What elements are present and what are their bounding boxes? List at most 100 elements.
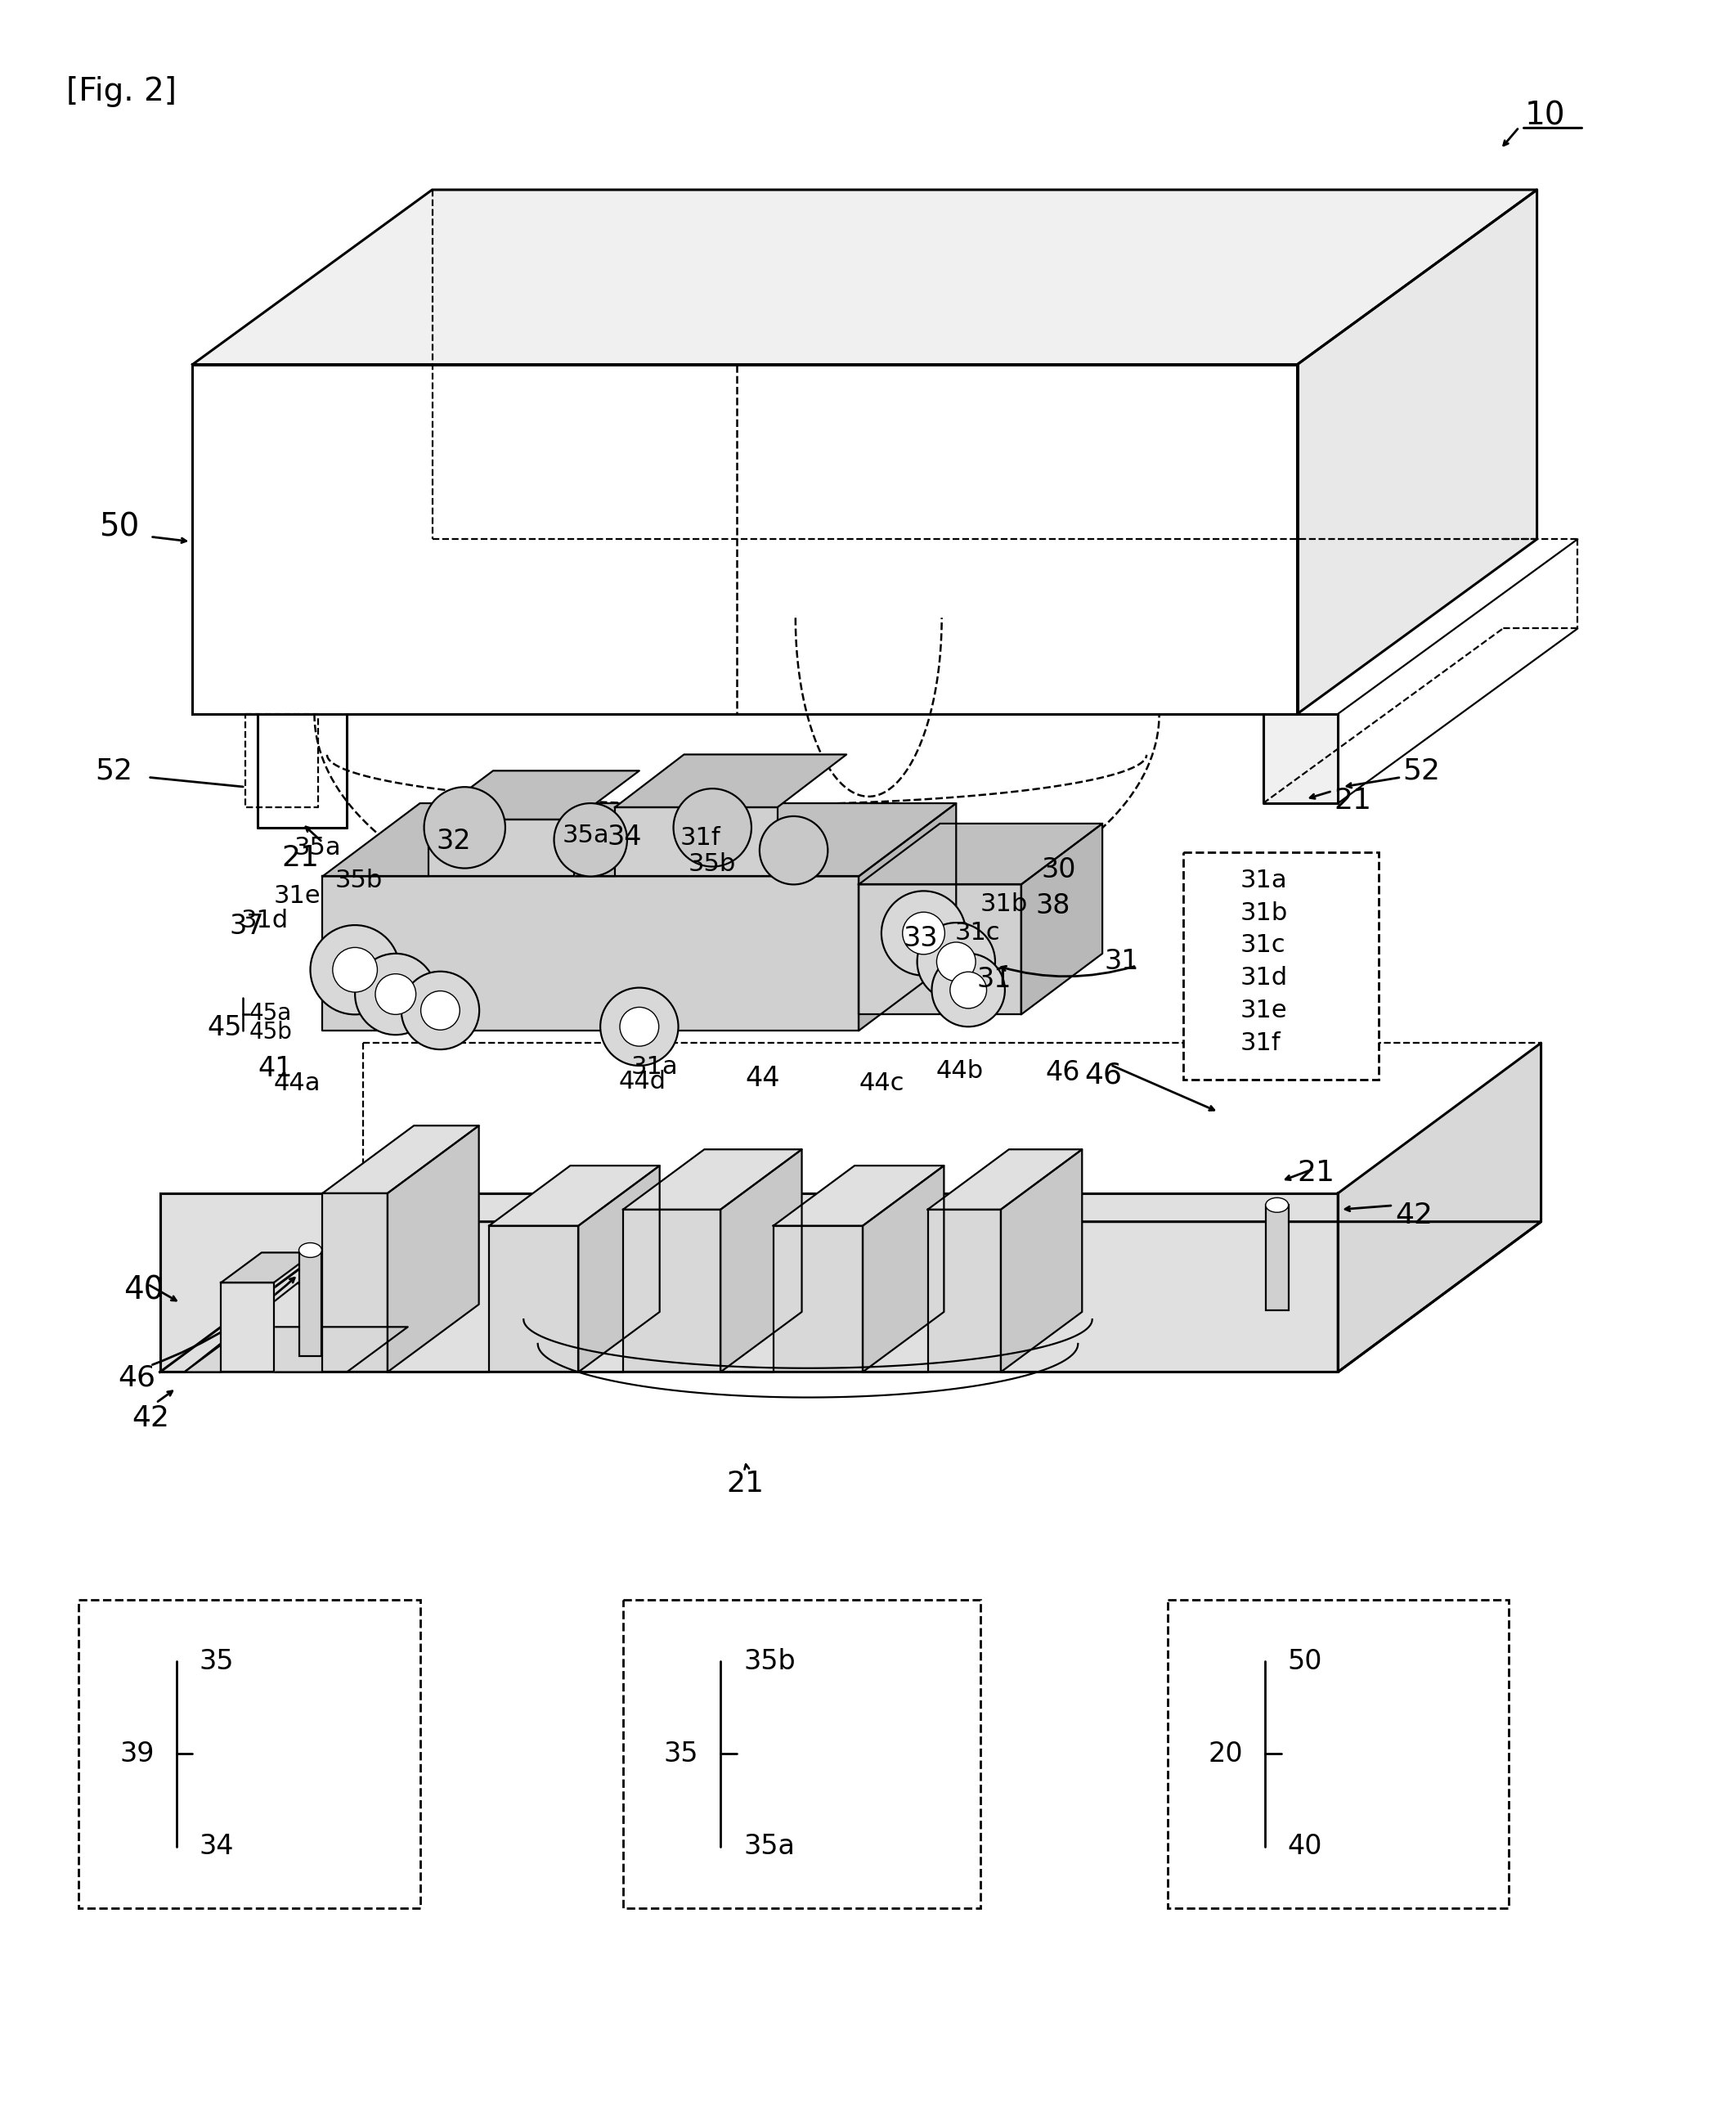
Circle shape bbox=[554, 803, 627, 876]
Polygon shape bbox=[1264, 714, 1338, 803]
Bar bbox=[1266, 1204, 1288, 1310]
Polygon shape bbox=[323, 803, 957, 876]
Polygon shape bbox=[1297, 191, 1536, 714]
Text: 42: 42 bbox=[1394, 1202, 1432, 1230]
Text: 35a: 35a bbox=[562, 823, 609, 848]
Text: 21: 21 bbox=[1333, 787, 1371, 814]
Polygon shape bbox=[720, 1149, 802, 1372]
Text: 35a: 35a bbox=[293, 835, 342, 859]
Text: 30: 30 bbox=[1042, 856, 1076, 884]
Text: 35b: 35b bbox=[335, 869, 382, 893]
Polygon shape bbox=[859, 823, 1102, 884]
Text: 46: 46 bbox=[1045, 1060, 1080, 1085]
Text: [Fig. 2]: [Fig. 2] bbox=[66, 76, 177, 108]
Circle shape bbox=[375, 973, 417, 1015]
Polygon shape bbox=[1338, 1043, 1542, 1372]
Text: 33: 33 bbox=[903, 924, 937, 952]
Circle shape bbox=[760, 816, 828, 884]
Polygon shape bbox=[323, 1194, 387, 1372]
Polygon shape bbox=[220, 1253, 314, 1283]
Text: 40: 40 bbox=[123, 1274, 163, 1306]
Text: 35b: 35b bbox=[743, 1647, 795, 1675]
Text: 50: 50 bbox=[1288, 1647, 1323, 1675]
Polygon shape bbox=[859, 803, 957, 1030]
Polygon shape bbox=[490, 1225, 578, 1372]
Polygon shape bbox=[863, 1166, 944, 1372]
Circle shape bbox=[424, 787, 505, 869]
Text: 31d: 31d bbox=[241, 909, 288, 933]
Text: 35: 35 bbox=[200, 1647, 234, 1675]
Text: 31c: 31c bbox=[955, 920, 1000, 946]
Text: 44d: 44d bbox=[620, 1071, 667, 1094]
Text: 31c: 31c bbox=[1241, 933, 1286, 958]
Text: 40: 40 bbox=[1288, 1834, 1323, 1859]
Text: 10: 10 bbox=[1524, 100, 1566, 131]
Polygon shape bbox=[1021, 823, 1102, 1015]
Text: 31: 31 bbox=[1104, 948, 1139, 975]
Bar bbox=[78, 1598, 420, 1908]
Bar bbox=[623, 1598, 981, 1908]
Circle shape bbox=[882, 890, 965, 975]
Polygon shape bbox=[773, 1166, 944, 1225]
Text: 35b: 35b bbox=[687, 852, 736, 876]
Polygon shape bbox=[623, 1149, 802, 1211]
Circle shape bbox=[333, 948, 377, 992]
Text: 35: 35 bbox=[663, 1741, 698, 1768]
Text: 34: 34 bbox=[608, 823, 642, 850]
Polygon shape bbox=[773, 1225, 863, 1372]
Polygon shape bbox=[160, 1221, 1542, 1372]
Polygon shape bbox=[429, 820, 575, 876]
Polygon shape bbox=[615, 755, 847, 808]
Text: 31d: 31d bbox=[1241, 967, 1288, 990]
Text: 21: 21 bbox=[281, 844, 319, 871]
Text: 38: 38 bbox=[1036, 893, 1071, 920]
Circle shape bbox=[917, 922, 995, 1001]
Ellipse shape bbox=[1266, 1198, 1288, 1213]
Text: 31f: 31f bbox=[1241, 1030, 1281, 1056]
Polygon shape bbox=[1002, 1149, 1082, 1372]
Circle shape bbox=[674, 789, 752, 867]
Text: 52: 52 bbox=[1403, 757, 1441, 784]
Circle shape bbox=[950, 971, 986, 1009]
Polygon shape bbox=[387, 1126, 479, 1372]
Text: 21: 21 bbox=[1297, 1160, 1335, 1187]
Polygon shape bbox=[615, 808, 778, 876]
Text: 44: 44 bbox=[745, 1064, 779, 1092]
Circle shape bbox=[932, 954, 1005, 1026]
Ellipse shape bbox=[299, 1242, 321, 1257]
Circle shape bbox=[903, 912, 944, 954]
Polygon shape bbox=[184, 1327, 408, 1372]
Text: 31b: 31b bbox=[1241, 901, 1288, 924]
Text: 41: 41 bbox=[257, 1056, 292, 1081]
Text: 35a: 35a bbox=[743, 1834, 795, 1859]
Text: 31a: 31a bbox=[1241, 869, 1288, 893]
Text: 46: 46 bbox=[118, 1363, 156, 1391]
Polygon shape bbox=[323, 876, 859, 1030]
Text: 37: 37 bbox=[229, 914, 264, 939]
Text: 32: 32 bbox=[436, 827, 470, 854]
Polygon shape bbox=[578, 1166, 660, 1372]
Text: 45: 45 bbox=[207, 1015, 241, 1041]
Text: 46: 46 bbox=[1085, 1062, 1121, 1090]
Polygon shape bbox=[927, 1211, 1002, 1372]
Text: 45b: 45b bbox=[250, 1022, 293, 1043]
Polygon shape bbox=[429, 772, 639, 820]
Text: 45a: 45a bbox=[250, 1003, 292, 1026]
Text: 31e: 31e bbox=[1241, 999, 1288, 1022]
Circle shape bbox=[311, 924, 399, 1015]
Text: 31: 31 bbox=[976, 967, 1010, 992]
Text: 42: 42 bbox=[132, 1406, 168, 1433]
Polygon shape bbox=[927, 1149, 1082, 1211]
Text: 31b: 31b bbox=[981, 893, 1028, 916]
Circle shape bbox=[620, 1007, 660, 1045]
Text: 39: 39 bbox=[120, 1741, 155, 1768]
Circle shape bbox=[401, 971, 479, 1049]
Text: 31e: 31e bbox=[274, 884, 321, 907]
Text: 50: 50 bbox=[99, 511, 139, 543]
Text: 31f: 31f bbox=[681, 827, 720, 850]
Polygon shape bbox=[160, 1194, 1338, 1372]
Text: 44c: 44c bbox=[859, 1071, 904, 1096]
Text: 31a: 31a bbox=[632, 1056, 679, 1079]
Bar bbox=[299, 1251, 321, 1357]
Bar bbox=[1184, 852, 1378, 1079]
